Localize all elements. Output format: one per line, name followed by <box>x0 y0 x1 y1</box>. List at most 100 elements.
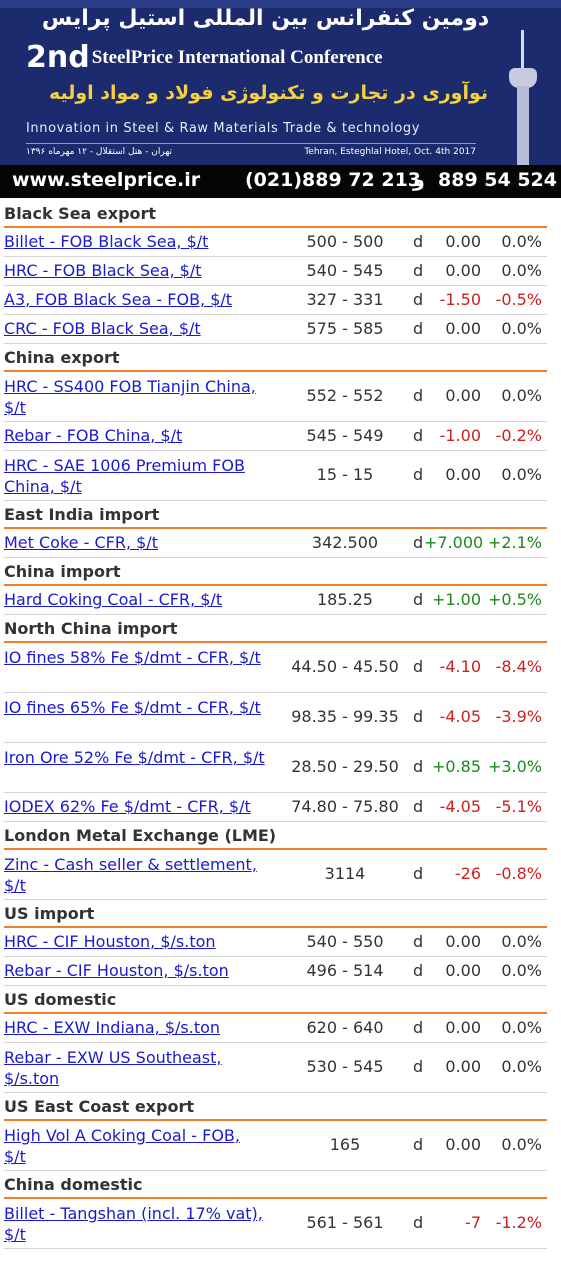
price-change: 0.00 <box>445 261 481 280</box>
period-label: d <box>413 932 424 951</box>
price-row: Zinc - Cash seller & settlement, $/t 3114… <box>4 850 547 900</box>
price-range: 3114 <box>324 864 366 883</box>
price-change: -26 <box>454 864 481 883</box>
period-label: d <box>413 1213 424 1232</box>
product-link[interactable]: Rebar - FOB China, $/t <box>4 426 183 445</box>
price-range: 561 - 561 <box>306 1213 384 1232</box>
banner-location-row: تهران - هتل استقلال - ۱۲ مهرماه ۱۳۹۶ Teh… <box>26 143 476 160</box>
percent-change: 0.0% <box>501 386 542 405</box>
percent-change: -3.9% <box>495 707 542 726</box>
price-row: HRC - SAE 1006 Premium FOB China, $/t 15 … <box>4 451 547 501</box>
price-row: High Vol A Coking Coal - FOB, $/t 165 d 0.0… <box>4 1121 547 1171</box>
conference-banner[interactable]: دومین کنفرانس بین المللی استیل پرایس 2nd… <box>0 0 561 198</box>
product-link[interactable]: IODEX 62% Fe $/dmt - CFR, $/t <box>4 797 251 816</box>
product-link[interactable]: CRC - FOB Black Sea, $/t <box>4 319 201 338</box>
period-label: d <box>413 1135 424 1154</box>
price-change: 0.00 <box>445 232 481 251</box>
milad-tower-icon <box>503 30 543 170</box>
product-link[interactable]: Iron Ore 52% Fe $/dmt - CFR, $/t <box>4 748 265 767</box>
section-header: East India import <box>4 501 547 529</box>
section-header: US East Coast export <box>4 1093 547 1121</box>
price-change: 0.00 <box>445 1057 481 1076</box>
banner-english-title-row: 2nd SteelPrice International Conference <box>26 40 383 75</box>
price-row: Met Coke - CFR, $/t 342.500 d +7.000 +2.1% <box>4 529 547 558</box>
price-range: 540 - 545 <box>306 261 384 280</box>
product-link[interactable]: IO fines 65% Fe $/dmt - CFR, $/t <box>4 698 261 717</box>
section-header: China export <box>4 344 547 372</box>
percent-change: 0.0% <box>501 1057 542 1076</box>
price-row: HRC - CIF Houston, $/s.ton 540 - 550 d 0.00… <box>4 928 547 957</box>
period-label: d <box>413 319 424 338</box>
percent-change: -5.1% <box>495 797 542 816</box>
banner-edition: 2nd <box>26 40 90 75</box>
price-row: IO fines 58% Fe $/dmt - CFR, $/t 44.50 - … <box>4 643 547 693</box>
section-header: US import <box>4 900 547 928</box>
product-link[interactable]: HRC - SS400 FOB Tianjin China, $/t <box>4 377 256 417</box>
price-row: HRC - EXW Indiana, $/s.ton 620 - 640 d 0.00… <box>4 1014 547 1043</box>
section-header: Black Sea export <box>4 200 547 228</box>
price-change: 0.00 <box>445 465 481 484</box>
product-link[interactable]: Zinc - Cash seller & settlement, $/t <box>4 855 257 895</box>
product-link[interactable]: Met Coke - CFR, $/t <box>4 533 158 552</box>
price-change: 0.00 <box>445 1135 481 1154</box>
product-link[interactable]: Rebar - EXW US Southeast, $/s.ton <box>4 1048 222 1088</box>
price-range: 620 - 640 <box>306 1018 384 1037</box>
price-change: 0.00 <box>445 319 481 338</box>
period-label: d <box>413 657 424 676</box>
price-row: Hard Coking Coal - CFR, $/t 185.25 d +1.00 +… <box>4 586 547 615</box>
price-change: 0.00 <box>445 932 481 951</box>
period-label: d <box>413 1057 424 1076</box>
price-change: +7.000 <box>424 533 484 552</box>
product-link[interactable]: IO fines 58% Fe $/dmt - CFR, $/t <box>4 648 261 667</box>
banner-english-title: SteelPrice International Conference <box>91 46 383 68</box>
percent-change: -1.2% <box>495 1213 542 1232</box>
product-link[interactable]: HRC - SAE 1006 Premium FOB China, $/t <box>4 456 245 496</box>
price-change: 0.00 <box>445 1018 481 1037</box>
product-link[interactable]: HRC - CIF Houston, $/s.ton <box>4 932 216 951</box>
period-label: d <box>413 961 424 980</box>
price-range: 496 - 514 <box>306 961 384 980</box>
product-link[interactable]: Hard Coking Coal - CFR, $/t <box>4 590 223 609</box>
period-label: d <box>413 797 424 816</box>
price-range: 540 - 550 <box>306 932 384 951</box>
section-header: North China import <box>4 615 547 643</box>
period-label: d <box>413 533 424 552</box>
product-link[interactable]: Rebar - CIF Houston, $/s.ton <box>4 961 229 980</box>
product-link[interactable]: Billet - Tangshan (incl. 17% vat), $/t <box>4 1204 263 1244</box>
price-range: 545 - 549 <box>306 426 384 445</box>
price-row: Iron Ore 52% Fe $/dmt - CFR, $/t 28.50 - … <box>4 743 547 793</box>
price-range: 575 - 585 <box>306 319 384 338</box>
price-row: Billet - Tangshan (incl. 17% vat), $/t 56… <box>4 1199 547 1249</box>
percent-change: +2.1% <box>487 533 542 552</box>
product-link[interactable]: HRC - FOB Black Sea, $/t <box>4 261 202 280</box>
banner-and-separator: و <box>413 169 425 191</box>
banner-persian-subtitle: نوآوری در تجارت و تکنولوژی فولاد و مواد … <box>48 82 489 104</box>
percent-change: 0.0% <box>501 1135 542 1154</box>
product-link[interactable]: HRC - EXW Indiana, $/s.ton <box>4 1018 221 1037</box>
section-header: London Metal Exchange (LME) <box>4 822 547 850</box>
product-link[interactable]: A3, FOB Black Sea - FOB, $/t <box>4 290 233 309</box>
price-change: -7 <box>465 1213 481 1232</box>
section-header: China domestic <box>4 1171 547 1199</box>
price-change: -1.00 <box>439 426 481 445</box>
period-label: d <box>413 232 424 251</box>
price-range: 44.50 - 45.50 <box>291 657 399 676</box>
percent-change: 0.0% <box>501 319 542 338</box>
product-link[interactable]: Billet - FOB Black Sea, $/t <box>4 232 209 251</box>
product-link[interactable]: High Vol A Coking Coal - FOB, $/t <box>4 1126 240 1166</box>
period-label: d <box>413 261 424 280</box>
price-range: 185.25 <box>317 590 373 609</box>
banner-phone-2: 889 54 524 <box>438 169 557 191</box>
price-row: IO fines 65% Fe $/dmt - CFR, $/t 98.35 - … <box>4 693 547 743</box>
percent-change: 0.0% <box>501 1018 542 1037</box>
percent-change: 0.0% <box>501 961 542 980</box>
price-change: +0.85 <box>431 757 481 776</box>
banner-contact-bar: www.steelprice.ir (021)889 72 213 و 889 … <box>0 165 561 198</box>
percent-change: -0.5% <box>495 290 542 309</box>
price-row: IODEX 62% Fe $/dmt - CFR, $/t 74.80 - 75.… <box>4 793 547 822</box>
price-list: Black Sea export Billet - FOB Black Sea, … <box>0 200 561 1249</box>
price-row: CRC - FOB Black Sea, $/t 575 - 585 d 0.00 0.… <box>4 315 547 344</box>
price-range: 98.35 - 99.35 <box>291 707 399 726</box>
percent-change: 0.0% <box>501 932 542 951</box>
price-range: 342.500 <box>311 533 379 552</box>
